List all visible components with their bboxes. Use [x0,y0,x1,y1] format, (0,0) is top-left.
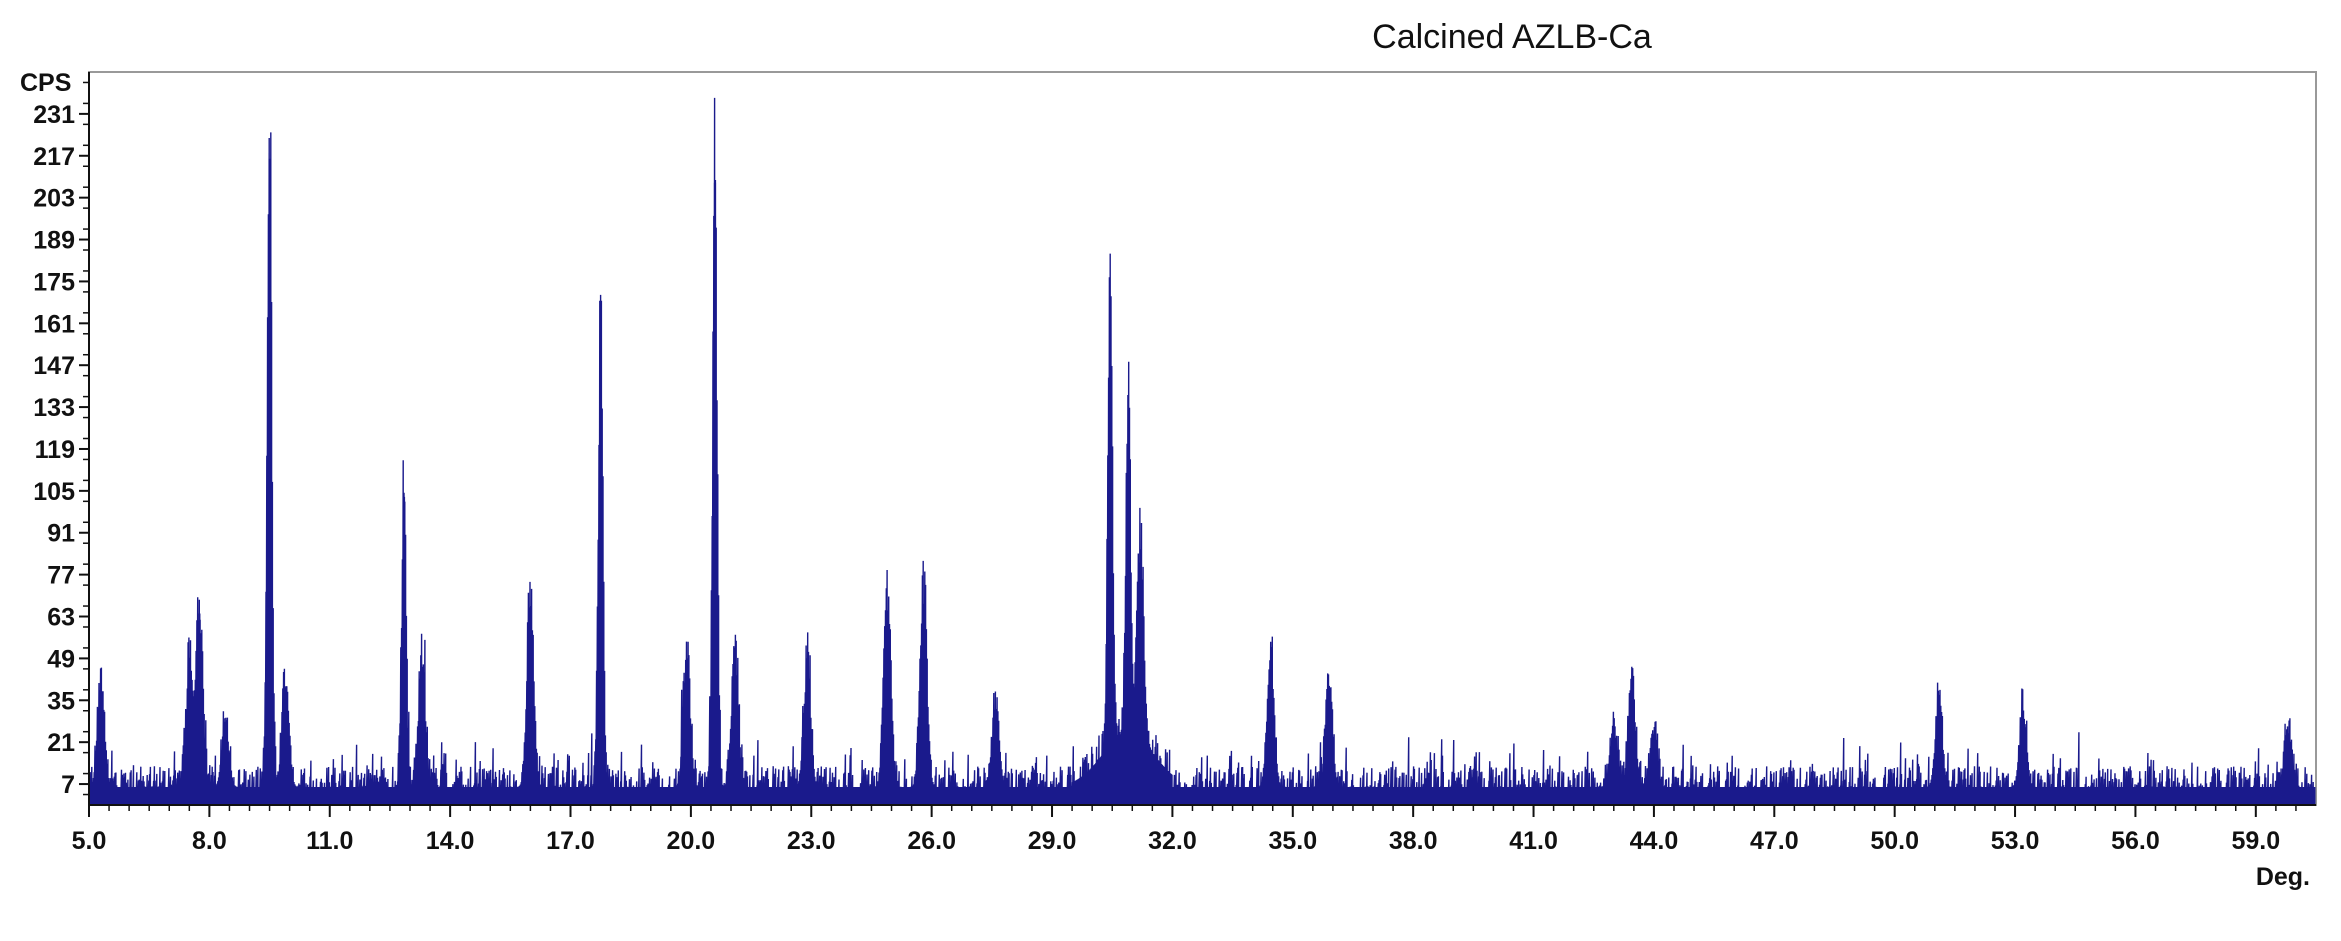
y-tick-label: 161 [33,310,75,338]
x-tick-label: 20.0 [667,827,716,855]
x-tick-label: 50.0 [1870,827,1919,855]
y-tick-label: 203 [33,185,75,213]
x-tick-group: 5.0 8.0 11.0 14.0 17.0 20.0 23.0 26.0 29.0 32.0 35… [72,805,2297,855]
series-layer [88,97,2316,806]
xrd-pattern-line [88,97,2316,806]
y-tick-label: 105 [33,478,75,506]
y-tick-label: 77 [47,562,75,590]
x-tick-label: 41.0 [1509,827,1558,855]
y-tick-group: 7 21 35 49 63 77 91 105 119 133 147 161 175 189 203 217… [33,81,89,799]
y-tick-label: 49 [47,645,75,673]
x-tick-label: 26.0 [907,827,956,855]
x-tick-label: 14.0 [426,827,475,855]
y-tick-label: 231 [33,101,75,129]
x-tick-label: 53.0 [1991,827,2040,855]
y-tick-label: 119 [35,436,75,464]
x-tick-label: 59.0 [2231,827,2280,855]
plot-frame [88,71,2317,806]
x-tick-label: 32.0 [1148,827,1197,855]
y-tick-label: 147 [33,352,75,380]
x-tick-label: 17.0 [546,827,595,855]
y-tick-label: 35 [47,687,75,715]
y-tick-label: 175 [33,268,75,296]
x-tick-label: 56.0 [2111,827,2160,855]
x-tick-label: 44.0 [1630,827,1679,855]
x-axis-label: Deg. [2256,863,2310,891]
chart-title: Calcined AZLB-Ca [1372,18,1652,56]
x-tick-label: 35.0 [1268,827,1317,855]
y-tick-label: 91 [47,520,75,548]
x-tick-label: 5.0 [72,827,107,855]
y-tick-label: 21 [47,729,75,757]
x-tick-label: 47.0 [1750,827,1799,855]
x-tick-label: 8.0 [192,827,227,855]
y-tick-label: 189 [33,227,75,255]
y-tick-label: 7 [61,771,75,799]
y-axis-label: CPS [20,69,71,97]
x-tick-label: 11.0 [306,827,353,855]
x-tick-label: 38.0 [1389,827,1438,855]
x-tick-label: 29.0 [1028,827,1077,855]
y-tick-label: 217 [33,143,75,171]
y-tick-label: 133 [33,394,75,422]
y-tick-label: 63 [47,604,75,632]
x-tick-label: 23.0 [787,827,836,855]
